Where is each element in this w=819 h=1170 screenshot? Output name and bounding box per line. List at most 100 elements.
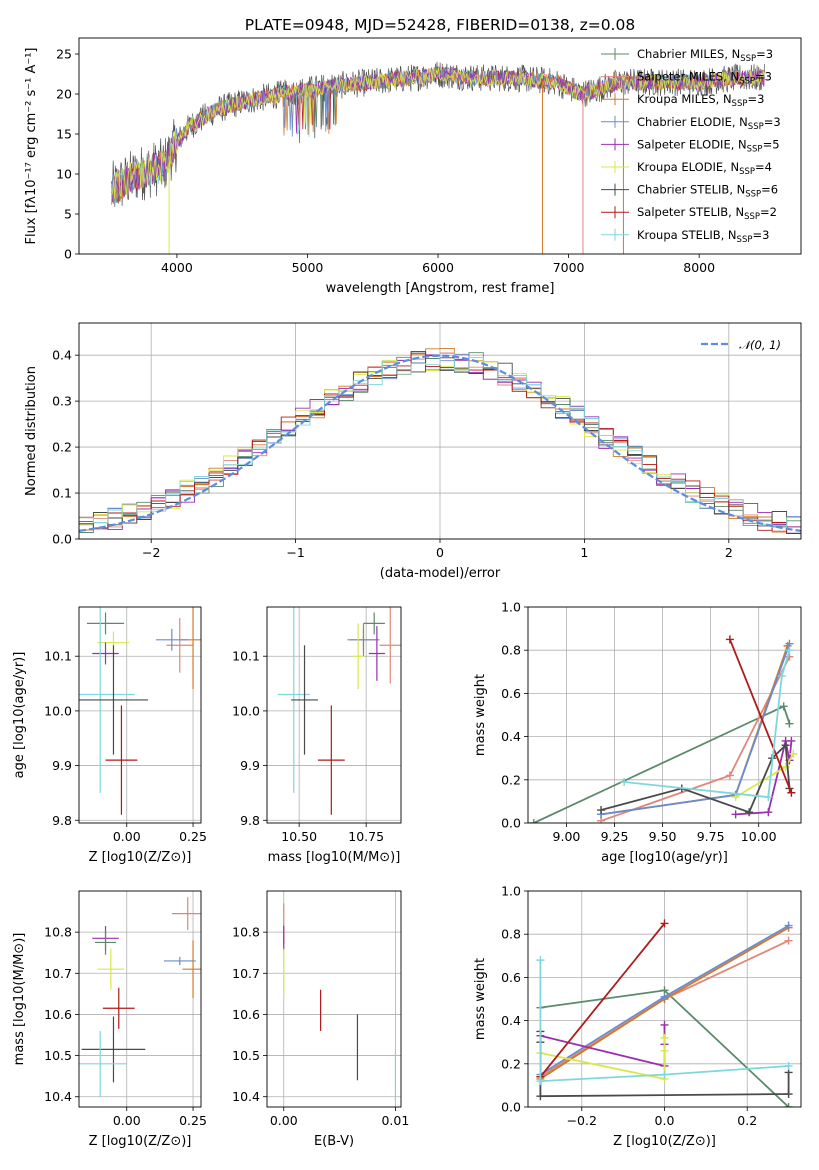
weight-marker	[784, 1103, 793, 1107]
y-tick-label: 0.4	[501, 1013, 521, 1028]
y-axis-label: Flux [fλ10⁻¹⁷ erg cm⁻² s⁻¹ A⁻¹]	[24, 48, 39, 245]
axes-frame	[78, 322, 802, 540]
plot-area	[528, 607, 801, 823]
x-axis-label: wavelength [Angstrom, rest frame]	[326, 281, 555, 296]
x-tick-label: 0.0	[655, 1113, 675, 1128]
spectrum-line	[111, 67, 765, 202]
y-tick-label: 20	[56, 87, 72, 102]
weight-line	[539, 922, 666, 1078]
legend-label: Chabrier ELODIE, NSSP=3	[637, 115, 781, 132]
y-tick-label: 9.8	[52, 813, 72, 828]
y-tick-label: 0.0	[501, 816, 521, 831]
y-axis-label: mass [log10(M/M⊙)]	[12, 933, 27, 1066]
weight-marker	[787, 788, 796, 797]
y-tick-label: 10.6	[44, 1007, 72, 1022]
y-tick-label: 1.0	[501, 600, 521, 615]
weight-marker	[660, 1033, 669, 1042]
x-tick-label: 0.25	[179, 1113, 207, 1128]
data-point	[105, 705, 138, 815]
weight-marker	[731, 810, 740, 819]
data-point	[291, 645, 318, 755]
y-tick-label: 10.7	[232, 966, 260, 981]
gaussian-curve	[79, 354, 801, 532]
legend-label: Salpeter STELIB, NSSP=2	[637, 205, 777, 222]
weight-line	[540, 1037, 666, 1081]
y-tick-label: 10.0	[44, 703, 72, 718]
y-tick-label: 15	[56, 127, 72, 142]
x-tick-label: −0.2	[567, 1113, 597, 1128]
weight-marker	[784, 921, 793, 930]
y-tick-label: 10.0	[232, 703, 260, 718]
data-point	[79, 607, 135, 793]
weight-marker	[660, 992, 669, 1001]
legend-label: Salpeter MILES, NSSP=3	[637, 70, 772, 87]
x-tick-label: 0.00	[113, 829, 141, 844]
panel-spectrum: 4000 5000 6000 7000 8000 0 5 10 15 20 25 wavelength…	[24, 37, 802, 296]
x-tick-label: 6000	[422, 260, 454, 275]
axes-frame	[266, 890, 402, 1108]
plot-area	[267, 891, 401, 1107]
y-tick-label: 0	[64, 247, 72, 262]
data-point	[102, 987, 135, 1029]
weight-marker	[787, 736, 796, 745]
y-tick-label: 0.8	[501, 927, 521, 942]
x-axis-label: age [log10(age/yr)]	[601, 850, 728, 865]
x-tick-label: 5000	[292, 260, 324, 275]
weight-marker	[784, 1061, 793, 1070]
plot-area	[79, 607, 201, 823]
y-tick-label: 0.2	[501, 1056, 521, 1071]
axes-frame	[527, 606, 802, 824]
weight-line	[729, 639, 793, 794]
x-tick-label: 0.25	[179, 829, 207, 844]
y-tick-label: 0.0	[52, 532, 72, 547]
data-point	[79, 1030, 127, 1097]
y-tick-label: 10.5	[232, 1048, 260, 1063]
y-tick-label: 10.4	[232, 1089, 260, 1104]
y-tick-label: 10	[56, 167, 72, 182]
weight-marker	[784, 936, 793, 945]
plot-area	[79, 891, 201, 1107]
legend-label: Salpeter ELODIE, NSSP=5	[637, 137, 780, 154]
weight-marker	[789, 749, 798, 758]
data-point	[155, 628, 188, 651]
data-point	[163, 956, 196, 966]
panels: 4000 5000 6000 7000 80000510152025wavelength…	[12, 37, 802, 1149]
y-tick-label: 0.2	[501, 772, 521, 787]
legend-label: Chabrier STELIB, NSSP=6	[637, 183, 778, 200]
x-tick-label: 0.01	[381, 1113, 409, 1128]
y-tick-label: 1.0	[501, 884, 521, 899]
axes-frame	[78, 606, 202, 824]
y-tick-label: 0.1	[52, 486, 72, 501]
weight-marker	[536, 1092, 545, 1101]
x-tick-label: 0.00	[270, 1113, 298, 1128]
legend-label: Kroupa MILES, NSSP=3	[637, 92, 764, 109]
data-point	[92, 642, 119, 665]
legend: Chabrier MILES, NSSP=3 Salpeter MILES, NS…	[601, 47, 781, 245]
x-axis-label: E(B-V)	[314, 1134, 354, 1149]
x-tick-label: −1	[286, 545, 304, 560]
plot-area	[111, 61, 765, 254]
x-tick-label: 9.75	[697, 829, 725, 844]
y-tick-label: 0.0	[501, 1100, 521, 1115]
axes-frame	[78, 37, 802, 255]
data-point	[94, 930, 117, 955]
y-tick-label: 10.5	[44, 1048, 72, 1063]
weight-line	[600, 743, 791, 814]
plot-area	[79, 323, 801, 539]
panel-mass-vs-z: 0.00 0.25 10.4 10.5 10.6 10.7 10.8 Z [log10(Z/Z…	[12, 890, 207, 1149]
data-point	[182, 940, 201, 998]
weight-marker	[660, 1046, 669, 1055]
x-tick-label: 7000	[553, 260, 585, 275]
panel-mass-weight-vs-z: −0.2 0.0 0.2 0.0 0.2 0.4 0.6 0.8 1.0 Z [log10(Z/Z…	[473, 884, 802, 1149]
x-axis-label: Z [log10(Z/Z⊙)]	[89, 850, 192, 865]
x-tick-label: 4000	[161, 260, 193, 275]
weight-marker	[536, 956, 545, 965]
y-tick-label: 10.7	[44, 966, 72, 981]
weight-marker	[764, 808, 773, 817]
panel-residuals: −2 −1 0 1 2 0.0 0.1 0.2 0.3 0.4 (data-model)/error…	[24, 322, 802, 581]
legend-label: Chabrier MILES, NSSP=3	[637, 47, 773, 64]
y-tick-label: 10.8	[232, 925, 260, 940]
y-tick-label: 10.1	[44, 649, 72, 664]
y-tick-label: 10.8	[44, 925, 72, 940]
y-axis-label: age [log10(age/yr)]	[12, 652, 27, 779]
